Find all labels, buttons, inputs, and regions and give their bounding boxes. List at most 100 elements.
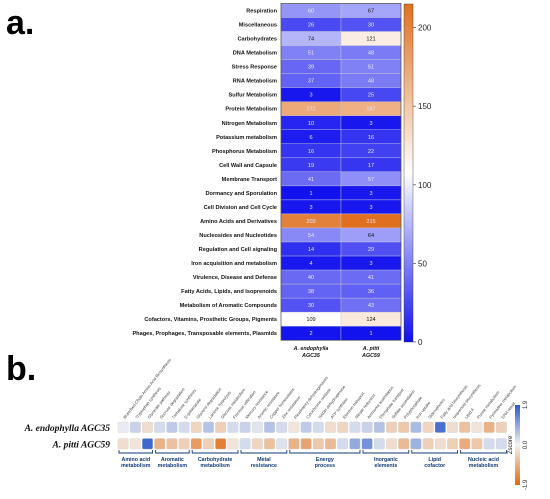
heat-cell (264, 421, 275, 433)
group-label: cofactor (424, 463, 445, 469)
heat-cell (398, 421, 410, 433)
heat-cell (434, 421, 446, 433)
cell-value: 203 (306, 219, 315, 225)
group-label: Amino acid (122, 457, 151, 463)
heat-cell (459, 421, 471, 433)
group-label: Energy (316, 457, 334, 463)
heat-cell (288, 438, 300, 450)
cell-value: 16 (308, 149, 314, 155)
colorbar-a-tick-label: 0 (418, 338, 423, 347)
cell-value: 54 (308, 233, 314, 239)
heat-cell (251, 421, 263, 433)
heat-cell (251, 438, 263, 450)
cell-value: 3 (369, 261, 372, 267)
cell-value: 4 (309, 261, 312, 267)
cell-value: 60 (308, 9, 314, 15)
heat-cell (190, 421, 202, 433)
group-label: resistance (251, 463, 277, 469)
heat-cell (422, 421, 434, 433)
heat-cell (325, 421, 336, 433)
cell-value: 25 (368, 93, 374, 99)
cell-value: 37 (308, 79, 314, 85)
heat-cell (386, 438, 397, 450)
heat-cell (166, 421, 178, 433)
heat-cell (276, 421, 288, 433)
group-label: Metal (257, 457, 271, 463)
row-label: Cell Wall and Capsule (219, 163, 277, 169)
heat-cell (215, 438, 227, 450)
heat-cell (483, 438, 495, 450)
heat-cell (337, 421, 349, 433)
heatmap-a-border (280, 3, 402, 341)
column-label: AGC59 (361, 353, 380, 359)
heat-cell (471, 438, 483, 450)
group-bracket (460, 450, 507, 454)
colorbar-b: -1.9 0.0 1.9 Zscore (508, 400, 529, 490)
heat-cell (373, 438, 385, 450)
heat-cell (386, 421, 397, 433)
row-label: Sulfur Metabolism (229, 93, 278, 99)
heat-cell (373, 421, 385, 433)
cell-value: 19 (308, 163, 314, 169)
heat-cell (398, 438, 410, 450)
function-label: Lipid A (464, 407, 476, 420)
row-label: Amino Acids and Derivatives (200, 219, 277, 225)
heat-cell (410, 438, 422, 450)
group-label: process (315, 463, 335, 469)
cell-value: 17 (368, 163, 374, 169)
heat-cell (142, 421, 153, 433)
cell-value: 48 (368, 51, 374, 57)
colorbar-a-tick-label: 50 (418, 259, 427, 268)
cell-value: 1 (309, 191, 312, 197)
heat-cell (422, 438, 434, 450)
colorbar-b-tick-label: 0.0 (523, 440, 529, 449)
cell-value: 172 (306, 107, 315, 113)
heat-cell (264, 438, 275, 450)
heat-cell (325, 438, 336, 450)
row-label: Dormancy and Sporulation (206, 191, 278, 197)
heatmap-b: Branched-Chain Amino Acid BiosynthesisTr… (24, 357, 518, 469)
heat-cell (288, 421, 300, 433)
heat-cell (312, 438, 324, 450)
panel-a-label: a. (6, 4, 34, 42)
cell-value: 14 (308, 247, 314, 253)
heat-cell (483, 421, 495, 433)
cell-value: 64 (368, 233, 374, 239)
heat-cell (239, 421, 251, 433)
cell-value: 3 (309, 205, 312, 211)
cell-value: 39 (308, 65, 314, 71)
cell-value: 3 (369, 205, 372, 211)
cell-value: 43 (368, 303, 374, 309)
row-label: A. endophylla AGC35 (24, 424, 111, 434)
colorbar-a-bar (403, 3, 414, 343)
group-bracket (289, 450, 361, 454)
colorbar-b-tick-label: -1.9 (523, 479, 529, 490)
cell-value: 121 (366, 37, 375, 43)
panel-b-label: b. (6, 350, 36, 388)
heat-cell (447, 438, 458, 450)
cell-value: 40 (308, 275, 314, 281)
heat-cell (227, 438, 239, 450)
heat-cell (361, 421, 373, 433)
heat-cell (410, 421, 422, 433)
row-label: Cell Division and Cell Cycle (204, 205, 277, 211)
heat-cell (215, 421, 227, 433)
cell-value: 30 (308, 303, 314, 309)
colorbar-a-tick-label: 150 (418, 102, 432, 111)
cell-value: 41 (308, 177, 314, 183)
row-label: DNA Metabolism (233, 51, 277, 57)
cell-value: 3 (369, 191, 372, 197)
cell-value: 67 (368, 9, 374, 15)
group-label: Carbohydrate (198, 457, 232, 463)
group-label: Aromatic (161, 457, 184, 463)
colorbar-b-tick-label: 1.9 (523, 400, 529, 409)
cell-value: 124 (366, 317, 375, 323)
heat-cell (300, 421, 312, 433)
group-bracket (240, 450, 288, 454)
cell-value: 1 (369, 331, 372, 337)
group-label: metabolism (121, 463, 151, 469)
cell-value: 41 (368, 275, 374, 281)
heat-cell (227, 421, 239, 433)
heat-cell (142, 438, 153, 450)
row-label: Fatty Acids, Lipids, and Isoprenoids (181, 289, 277, 295)
